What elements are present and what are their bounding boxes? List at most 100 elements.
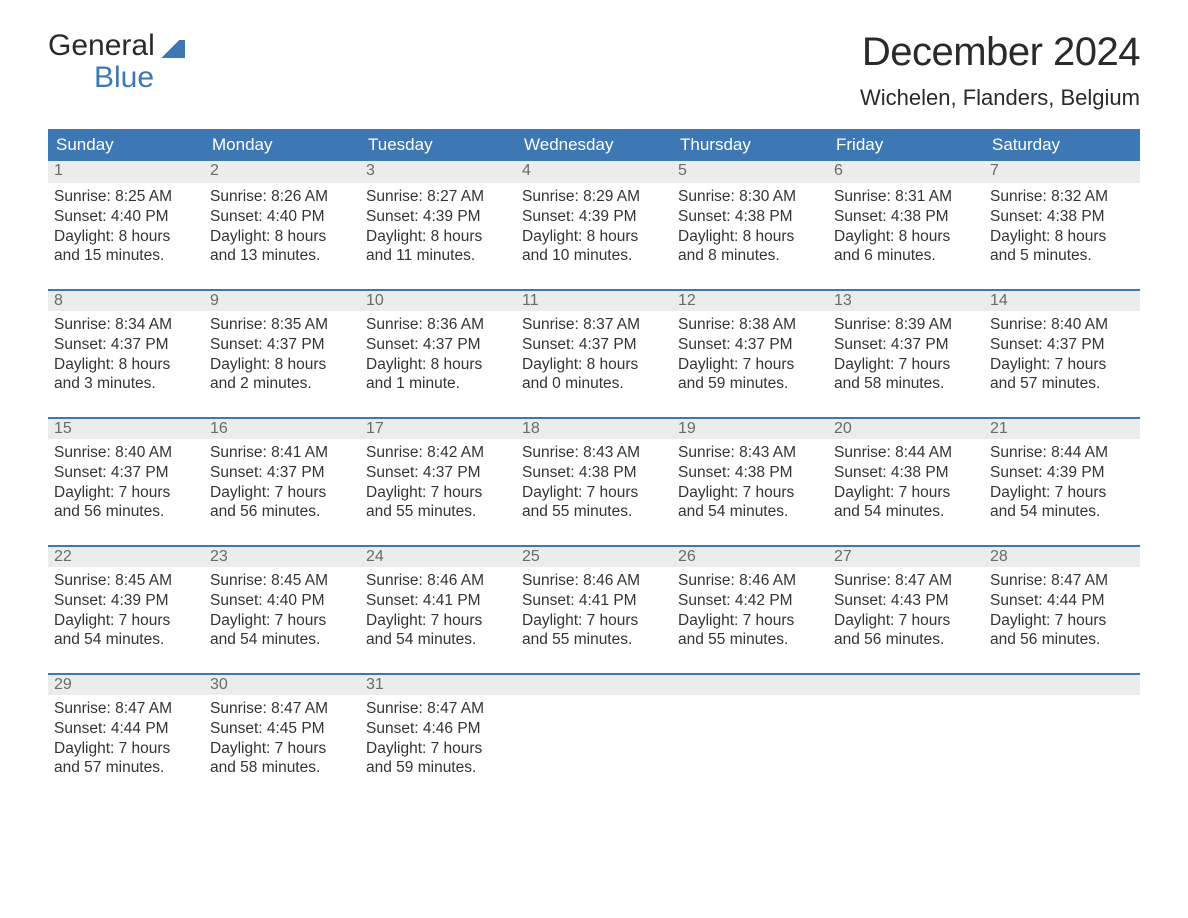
data-band: Sunrise: 8:40 AMSunset: 4:37 PMDaylight:…	[48, 439, 1140, 531]
daylight-line: Daylight: 8 hours and 10 minutes.	[522, 227, 666, 267]
day-cell: Sunrise: 8:41 AMSunset: 4:37 PMDaylight:…	[204, 439, 360, 531]
sunrise-line: Sunrise: 8:29 AM	[522, 187, 666, 207]
day-number: 1	[48, 161, 204, 183]
weekday-header-cell: Monday	[204, 129, 360, 161]
sunrise-line: Sunrise: 8:43 AM	[678, 443, 822, 463]
day-number: 31	[360, 675, 516, 695]
day-number: 24	[360, 547, 516, 567]
daylight-line: Daylight: 7 hours and 54 minutes.	[54, 611, 198, 651]
daylight-line: Daylight: 7 hours and 56 minutes.	[54, 483, 198, 523]
sunrise-line: Sunrise: 8:39 AM	[834, 315, 978, 335]
calendar-week: 891011121314Sunrise: 8:34 AMSunset: 4:37…	[48, 289, 1140, 403]
daylight-line: Daylight: 8 hours and 2 minutes.	[210, 355, 354, 395]
sunrise-line: Sunrise: 8:31 AM	[834, 187, 978, 207]
day-cell: Sunrise: 8:27 AMSunset: 4:39 PMDaylight:…	[360, 183, 516, 275]
sunrise-line: Sunrise: 8:47 AM	[210, 699, 354, 719]
day-cell: Sunrise: 8:46 AMSunset: 4:41 PMDaylight:…	[516, 567, 672, 659]
daylight-line: Daylight: 7 hours and 56 minutes.	[210, 483, 354, 523]
day-cell: Sunrise: 8:31 AMSunset: 4:38 PMDaylight:…	[828, 183, 984, 275]
day-cell: Sunrise: 8:37 AMSunset: 4:37 PMDaylight:…	[516, 311, 672, 403]
daynum-band: 293031	[48, 673, 1140, 695]
weekday-header-cell: Wednesday	[516, 129, 672, 161]
day-number: 30	[204, 675, 360, 695]
sunset-line: Sunset: 4:38 PM	[990, 207, 1134, 227]
day-cell: Sunrise: 8:34 AMSunset: 4:37 PMDaylight:…	[48, 311, 204, 403]
daylight-line: Daylight: 8 hours and 15 minutes.	[54, 227, 198, 267]
sunset-line: Sunset: 4:39 PM	[990, 463, 1134, 483]
daylight-line: Daylight: 7 hours and 54 minutes.	[366, 611, 510, 651]
day-number: 11	[516, 291, 672, 311]
sunrise-line: Sunrise: 8:47 AM	[834, 571, 978, 591]
sunrise-line: Sunrise: 8:34 AM	[54, 315, 198, 335]
day-number: 26	[672, 547, 828, 567]
daylight-line: Daylight: 7 hours and 57 minutes.	[54, 739, 198, 779]
daylight-line: Daylight: 7 hours and 56 minutes.	[834, 611, 978, 651]
sunset-line: Sunset: 4:38 PM	[834, 207, 978, 227]
sunset-line: Sunset: 4:41 PM	[522, 591, 666, 611]
daylight-line: Daylight: 8 hours and 6 minutes.	[834, 227, 978, 267]
day-cell: Sunrise: 8:30 AMSunset: 4:38 PMDaylight:…	[672, 183, 828, 275]
daylight-line: Daylight: 8 hours and 5 minutes.	[990, 227, 1134, 267]
sunrise-line: Sunrise: 8:25 AM	[54, 187, 198, 207]
month-title: December 2024	[860, 30, 1140, 75]
sunrise-line: Sunrise: 8:46 AM	[678, 571, 822, 591]
day-number: 15	[48, 419, 204, 439]
day-number	[672, 675, 828, 695]
day-number: 28	[984, 547, 1140, 567]
day-cell: Sunrise: 8:36 AMSunset: 4:37 PMDaylight:…	[360, 311, 516, 403]
sunrise-line: Sunrise: 8:44 AM	[834, 443, 978, 463]
data-band: Sunrise: 8:34 AMSunset: 4:37 PMDaylight:…	[48, 311, 1140, 403]
daylight-line: Daylight: 7 hours and 56 minutes.	[990, 611, 1134, 651]
sunrise-line: Sunrise: 8:45 AM	[54, 571, 198, 591]
daylight-line: Daylight: 8 hours and 11 minutes.	[366, 227, 510, 267]
day-cell: Sunrise: 8:47 AMSunset: 4:43 PMDaylight:…	[828, 567, 984, 659]
sunrise-line: Sunrise: 8:32 AM	[990, 187, 1134, 207]
daylight-line: Daylight: 7 hours and 58 minutes.	[834, 355, 978, 395]
daynum-band: 1234567	[48, 161, 1140, 183]
sunset-line: Sunset: 4:43 PM	[834, 591, 978, 611]
sunset-line: Sunset: 4:38 PM	[834, 463, 978, 483]
day-cell: Sunrise: 8:26 AMSunset: 4:40 PMDaylight:…	[204, 183, 360, 275]
sunrise-line: Sunrise: 8:47 AM	[54, 699, 198, 719]
sunrise-line: Sunrise: 8:30 AM	[678, 187, 822, 207]
day-cell: Sunrise: 8:45 AMSunset: 4:39 PMDaylight:…	[48, 567, 204, 659]
sunrise-line: Sunrise: 8:45 AM	[210, 571, 354, 591]
sunset-line: Sunset: 4:37 PM	[210, 335, 354, 355]
logo-text-general: General	[48, 30, 155, 62]
weekday-header-cell: Sunday	[48, 129, 204, 161]
sunset-line: Sunset: 4:37 PM	[366, 463, 510, 483]
day-number: 9	[204, 291, 360, 311]
sunset-line: Sunset: 4:37 PM	[366, 335, 510, 355]
sunset-line: Sunset: 4:37 PM	[54, 463, 198, 483]
sunrise-line: Sunrise: 8:44 AM	[990, 443, 1134, 463]
daynum-band: 22232425262728	[48, 545, 1140, 567]
sunrise-line: Sunrise: 8:40 AM	[990, 315, 1134, 335]
daynum-band: 891011121314	[48, 289, 1140, 311]
calendar-week: 1234567 Sunrise: 8:25 AM Sunset: 4:40 PM Da…	[48, 161, 1140, 275]
day-cell: Sunrise: 8:35 AMSunset: 4:37 PMDaylight:…	[204, 311, 360, 403]
sunset-line: Sunset: 4:37 PM	[210, 463, 354, 483]
data-band: Sunrise: 8:45 AMSunset: 4:39 PMDaylight:…	[48, 567, 1140, 659]
sunrise-line: Sunrise: 8:47 AM	[366, 699, 510, 719]
day-number: 4	[516, 161, 672, 183]
day-number: 25	[516, 547, 672, 567]
day-cell: Sunrise: 8:47 AMSunset: 4:45 PMDaylight:…	[204, 695, 360, 787]
daylight-line: Daylight: 7 hours and 59 minutes.	[678, 355, 822, 395]
day-number: 8	[48, 291, 204, 311]
sunset-line: Sunset: 4:40 PM	[210, 591, 354, 611]
day-cell	[672, 695, 828, 787]
sunrise-line: Sunrise: 8:40 AM	[54, 443, 198, 463]
day-number: 21	[984, 419, 1140, 439]
daylight-line: Daylight: 8 hours and 0 minutes.	[522, 355, 666, 395]
sunset-line: Sunset: 4:44 PM	[54, 719, 198, 739]
day-number: 23	[204, 547, 360, 567]
daylight-line: Daylight: 7 hours and 59 minutes.	[366, 739, 510, 779]
day-cell	[828, 695, 984, 787]
sunrise-line: Sunrise: 8:36 AM	[366, 315, 510, 335]
day-cell: Sunrise: 8:46 AMSunset: 4:42 PMDaylight:…	[672, 567, 828, 659]
day-cell: Sunrise: 8:45 AMSunset: 4:40 PMDaylight:…	[204, 567, 360, 659]
sunset-line: Sunset: 4:40 PM	[210, 207, 354, 227]
weekday-header-cell: Friday	[828, 129, 984, 161]
day-number	[984, 675, 1140, 695]
location-subtitle: Wichelen, Flanders, Belgium	[860, 85, 1140, 111]
